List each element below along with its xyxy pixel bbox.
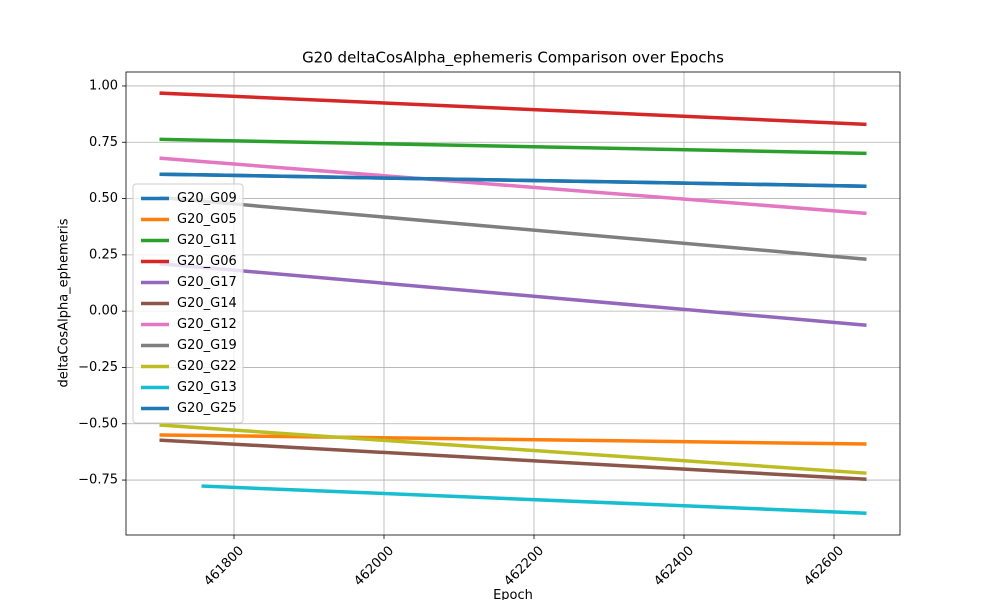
x-axis-label: Epoch [493, 588, 533, 600]
y-tick-label: 1.00 [89, 78, 118, 93]
data-line [159, 172, 867, 188]
legend-label: G20_G13 [177, 380, 237, 395]
legend-label: G20_G22 [177, 359, 237, 374]
data-line [159, 91, 867, 127]
y-axis-label: deltaCosAlpha_ephemeris [57, 218, 72, 387]
legend-label: G20_G06 [177, 254, 237, 269]
legend-label: G20_G14 [177, 296, 237, 311]
legend-label: G20_G05 [177, 212, 237, 227]
data-line [159, 438, 867, 481]
y-tick-label: −0.50 [78, 416, 118, 431]
y-tick-label: −0.75 [78, 473, 118, 488]
legend-label: G20_G09 [177, 191, 237, 206]
data-line [159, 156, 867, 216]
legend-label: G20_G25 [177, 401, 237, 416]
y-tick-label: 0.00 [89, 304, 118, 319]
y-tick-label: 0.50 [89, 191, 118, 206]
plot-frame [125, 71, 901, 536]
legend-label: G20_G11 [177, 233, 237, 248]
data-line [159, 433, 867, 446]
data-line [201, 484, 867, 515]
legend-label: G20_G12 [177, 317, 237, 332]
y-tick-label: 0.25 [89, 247, 118, 262]
legend-box [132, 183, 244, 424]
data-line [159, 423, 867, 475]
y-tick-label: −0.25 [78, 360, 118, 375]
legend-label: G20_G17 [177, 275, 237, 290]
chart-title: G20 deltaCosAlpha_ephemeris Comparison o… [302, 49, 724, 68]
data-line [159, 137, 867, 156]
legend: G20_G09 G20_G05 G20_G11 G20_G06 G20_G17 G20_G… [132, 183, 244, 424]
y-tick-label: 0.75 [89, 135, 118, 150]
legend-label: G20_G19 [177, 338, 237, 353]
